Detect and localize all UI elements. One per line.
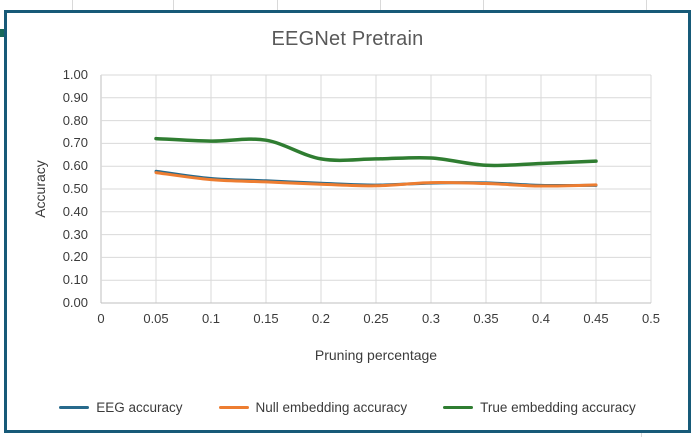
legend-label: True embedding accuracy [480, 400, 636, 415]
y-tick-label: 0.20 [62, 249, 88, 265]
legend-item-null-embedding-accuracy[interactable]: Null embedding accuracy [218, 400, 408, 415]
legend-item-eeg-accuracy[interactable]: EEG accuracy [59, 400, 183, 415]
legend-label: Null embedding accuracy [255, 400, 408, 415]
spreadsheet-gridline-tick [646, 0, 647, 11]
x-tick-label: 0.05 [143, 311, 169, 326]
x-tick-label: 0.3 [421, 311, 441, 326]
y-tick-label: 0.30 [62, 226, 88, 242]
legend-line-swatch [443, 405, 474, 410]
x-tick-label: 0.2 [311, 311, 331, 326]
legend: EEG accuracy Null embedding accuracy True … [7, 400, 688, 415]
left-edge-mark [0, 29, 5, 37]
spreadsheet-gridline-tick [483, 0, 484, 11]
x-tick-label: 0.1 [201, 311, 221, 326]
legend-line-swatch [59, 405, 90, 410]
x-tick-label: 0.25 [363, 311, 389, 326]
x-tick-label: 0 [97, 311, 105, 326]
y-tick-label: 0.90 [62, 89, 88, 105]
series-line-null-embedding-accuracy[interactable] [154, 171, 598, 188]
x-tick-label: 0.5 [641, 311, 661, 326]
x-tick-label: 0.35 [473, 311, 499, 326]
y-tick-label: 0.50 [62, 181, 88, 196]
chart-title[interactable]: EEGNet Pretrain [271, 28, 424, 50]
legend-line-swatch [218, 405, 249, 410]
y-tick-label: 0.80 [62, 112, 88, 128]
y-tick-label: 0.10 [62, 272, 88, 288]
x-tick-label: 0.4 [531, 311, 551, 326]
y-tick-label: 0.40 [62, 203, 88, 219]
spreadsheet-gridline-tick [173, 0, 174, 11]
spreadsheet-gridline-tick [641, 432, 642, 437]
x-tick-label: 0.45 [583, 311, 609, 326]
spreadsheet-gridline-tick [380, 0, 381, 11]
legend-label: EEG accuracy [96, 400, 183, 415]
chart-frame[interactable]: EEGNet Pretrain 1.00 0.90 0.80 0.70 0.60 0.50… [4, 10, 691, 433]
y-tick-label: 1.00 [62, 67, 88, 82]
x-axis-title[interactable]: Pruning percentage [314, 347, 438, 363]
y-axis-title[interactable]: Accuracy [32, 160, 48, 218]
y-tick-label: 0.70 [62, 135, 88, 151]
y-tick-label: 0.00 [62, 295, 88, 310]
legend-item-true-embedding-accuracy[interactable]: True embedding accuracy [443, 400, 636, 415]
y-tick-label: 0.60 [62, 158, 88, 174]
plot-area[interactable] [100, 74, 653, 305]
x-tick-label: 0.15 [253, 311, 279, 326]
series-line-true-embedding-accuracy[interactable] [154, 136, 598, 168]
spreadsheet-gridline-tick [72, 0, 73, 11]
spreadsheet-gridline-tick [277, 0, 278, 11]
